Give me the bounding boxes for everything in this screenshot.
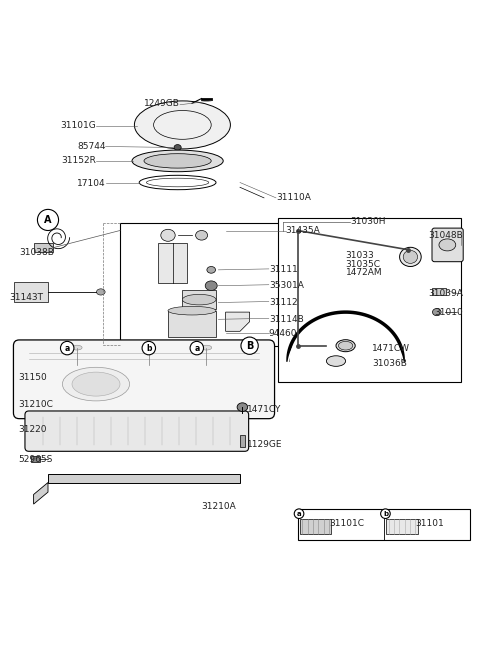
Ellipse shape — [207, 266, 216, 273]
Polygon shape — [34, 483, 48, 504]
Text: 94460: 94460 — [269, 329, 297, 338]
Circle shape — [190, 342, 204, 355]
Text: 31150: 31150 — [18, 374, 47, 383]
Bar — [298, 509, 470, 540]
Text: 31038B: 31038B — [19, 247, 54, 257]
FancyBboxPatch shape — [432, 228, 463, 262]
Bar — [34, 244, 53, 252]
Text: 31036B: 31036B — [372, 359, 407, 368]
Ellipse shape — [132, 150, 223, 172]
Ellipse shape — [201, 345, 212, 350]
Text: 31210C: 31210C — [18, 400, 53, 409]
Ellipse shape — [144, 153, 211, 168]
Text: 31112: 31112 — [269, 298, 298, 307]
Ellipse shape — [439, 239, 456, 251]
Ellipse shape — [237, 403, 248, 411]
Text: b: b — [383, 511, 388, 517]
Ellipse shape — [336, 340, 355, 352]
Ellipse shape — [72, 372, 120, 396]
Text: 31114B: 31114B — [269, 315, 303, 324]
Ellipse shape — [161, 229, 175, 242]
Bar — [300, 519, 331, 534]
Text: 1249GB: 1249GB — [144, 99, 180, 108]
Ellipse shape — [338, 342, 353, 350]
Ellipse shape — [196, 231, 208, 240]
Text: a: a — [194, 343, 199, 353]
Polygon shape — [226, 312, 250, 331]
Text: 31030H: 31030H — [350, 217, 386, 227]
Text: 31101C: 31101C — [329, 518, 364, 528]
Text: A: A — [44, 215, 52, 225]
Text: 31033: 31033 — [346, 251, 374, 260]
FancyBboxPatch shape — [25, 411, 249, 451]
Text: 31039A: 31039A — [428, 289, 463, 298]
Ellipse shape — [205, 281, 217, 291]
Circle shape — [294, 509, 304, 518]
Bar — [168, 311, 216, 337]
Circle shape — [142, 342, 156, 355]
Bar — [386, 519, 418, 534]
Text: 31101: 31101 — [415, 518, 444, 528]
Text: B: B — [246, 341, 253, 351]
Text: 31110A: 31110A — [276, 193, 311, 202]
Ellipse shape — [326, 356, 346, 366]
Circle shape — [241, 337, 258, 355]
Bar — [158, 242, 187, 283]
Bar — [240, 434, 245, 447]
Ellipse shape — [432, 308, 441, 315]
Ellipse shape — [174, 144, 181, 150]
Ellipse shape — [168, 306, 216, 315]
Ellipse shape — [144, 345, 154, 350]
Text: 31048B: 31048B — [429, 231, 463, 240]
Text: 1471CW: 1471CW — [372, 343, 410, 353]
Ellipse shape — [62, 367, 130, 401]
Text: 31210A: 31210A — [202, 502, 236, 511]
Text: 35301A: 35301A — [269, 281, 304, 290]
Bar — [120, 223, 302, 345]
Text: 31435A: 31435A — [286, 226, 320, 235]
Ellipse shape — [134, 101, 230, 149]
Circle shape — [381, 509, 390, 518]
Text: b: b — [146, 343, 152, 353]
Text: a: a — [65, 343, 70, 353]
Bar — [182, 290, 216, 310]
Ellipse shape — [182, 295, 216, 305]
Ellipse shape — [399, 247, 421, 266]
Ellipse shape — [403, 250, 418, 263]
Text: 31010: 31010 — [434, 308, 463, 317]
Text: 1129GE: 1129GE — [247, 439, 283, 449]
Bar — [278, 219, 461, 382]
Ellipse shape — [96, 289, 105, 295]
FancyBboxPatch shape — [13, 340, 275, 419]
Text: 1471CY: 1471CY — [247, 405, 282, 413]
Text: 31143T: 31143T — [10, 293, 44, 302]
Text: 85744: 85744 — [77, 142, 106, 151]
Bar — [432, 288, 446, 295]
Text: 52965S: 52965S — [18, 455, 53, 464]
Text: a: a — [297, 511, 301, 517]
Text: 1472AM: 1472AM — [346, 268, 382, 278]
Text: 17104: 17104 — [77, 179, 106, 188]
Circle shape — [60, 342, 74, 355]
Circle shape — [37, 210, 59, 231]
Text: 31035C: 31035C — [346, 260, 381, 268]
Text: 31152R: 31152R — [61, 157, 96, 165]
Text: 31220: 31220 — [18, 425, 47, 434]
Bar — [48, 474, 240, 483]
Bar — [31, 456, 40, 462]
Text: 31101G: 31101G — [60, 121, 96, 131]
Ellipse shape — [72, 345, 82, 350]
Bar — [14, 282, 48, 302]
Text: 31111: 31111 — [269, 265, 298, 274]
